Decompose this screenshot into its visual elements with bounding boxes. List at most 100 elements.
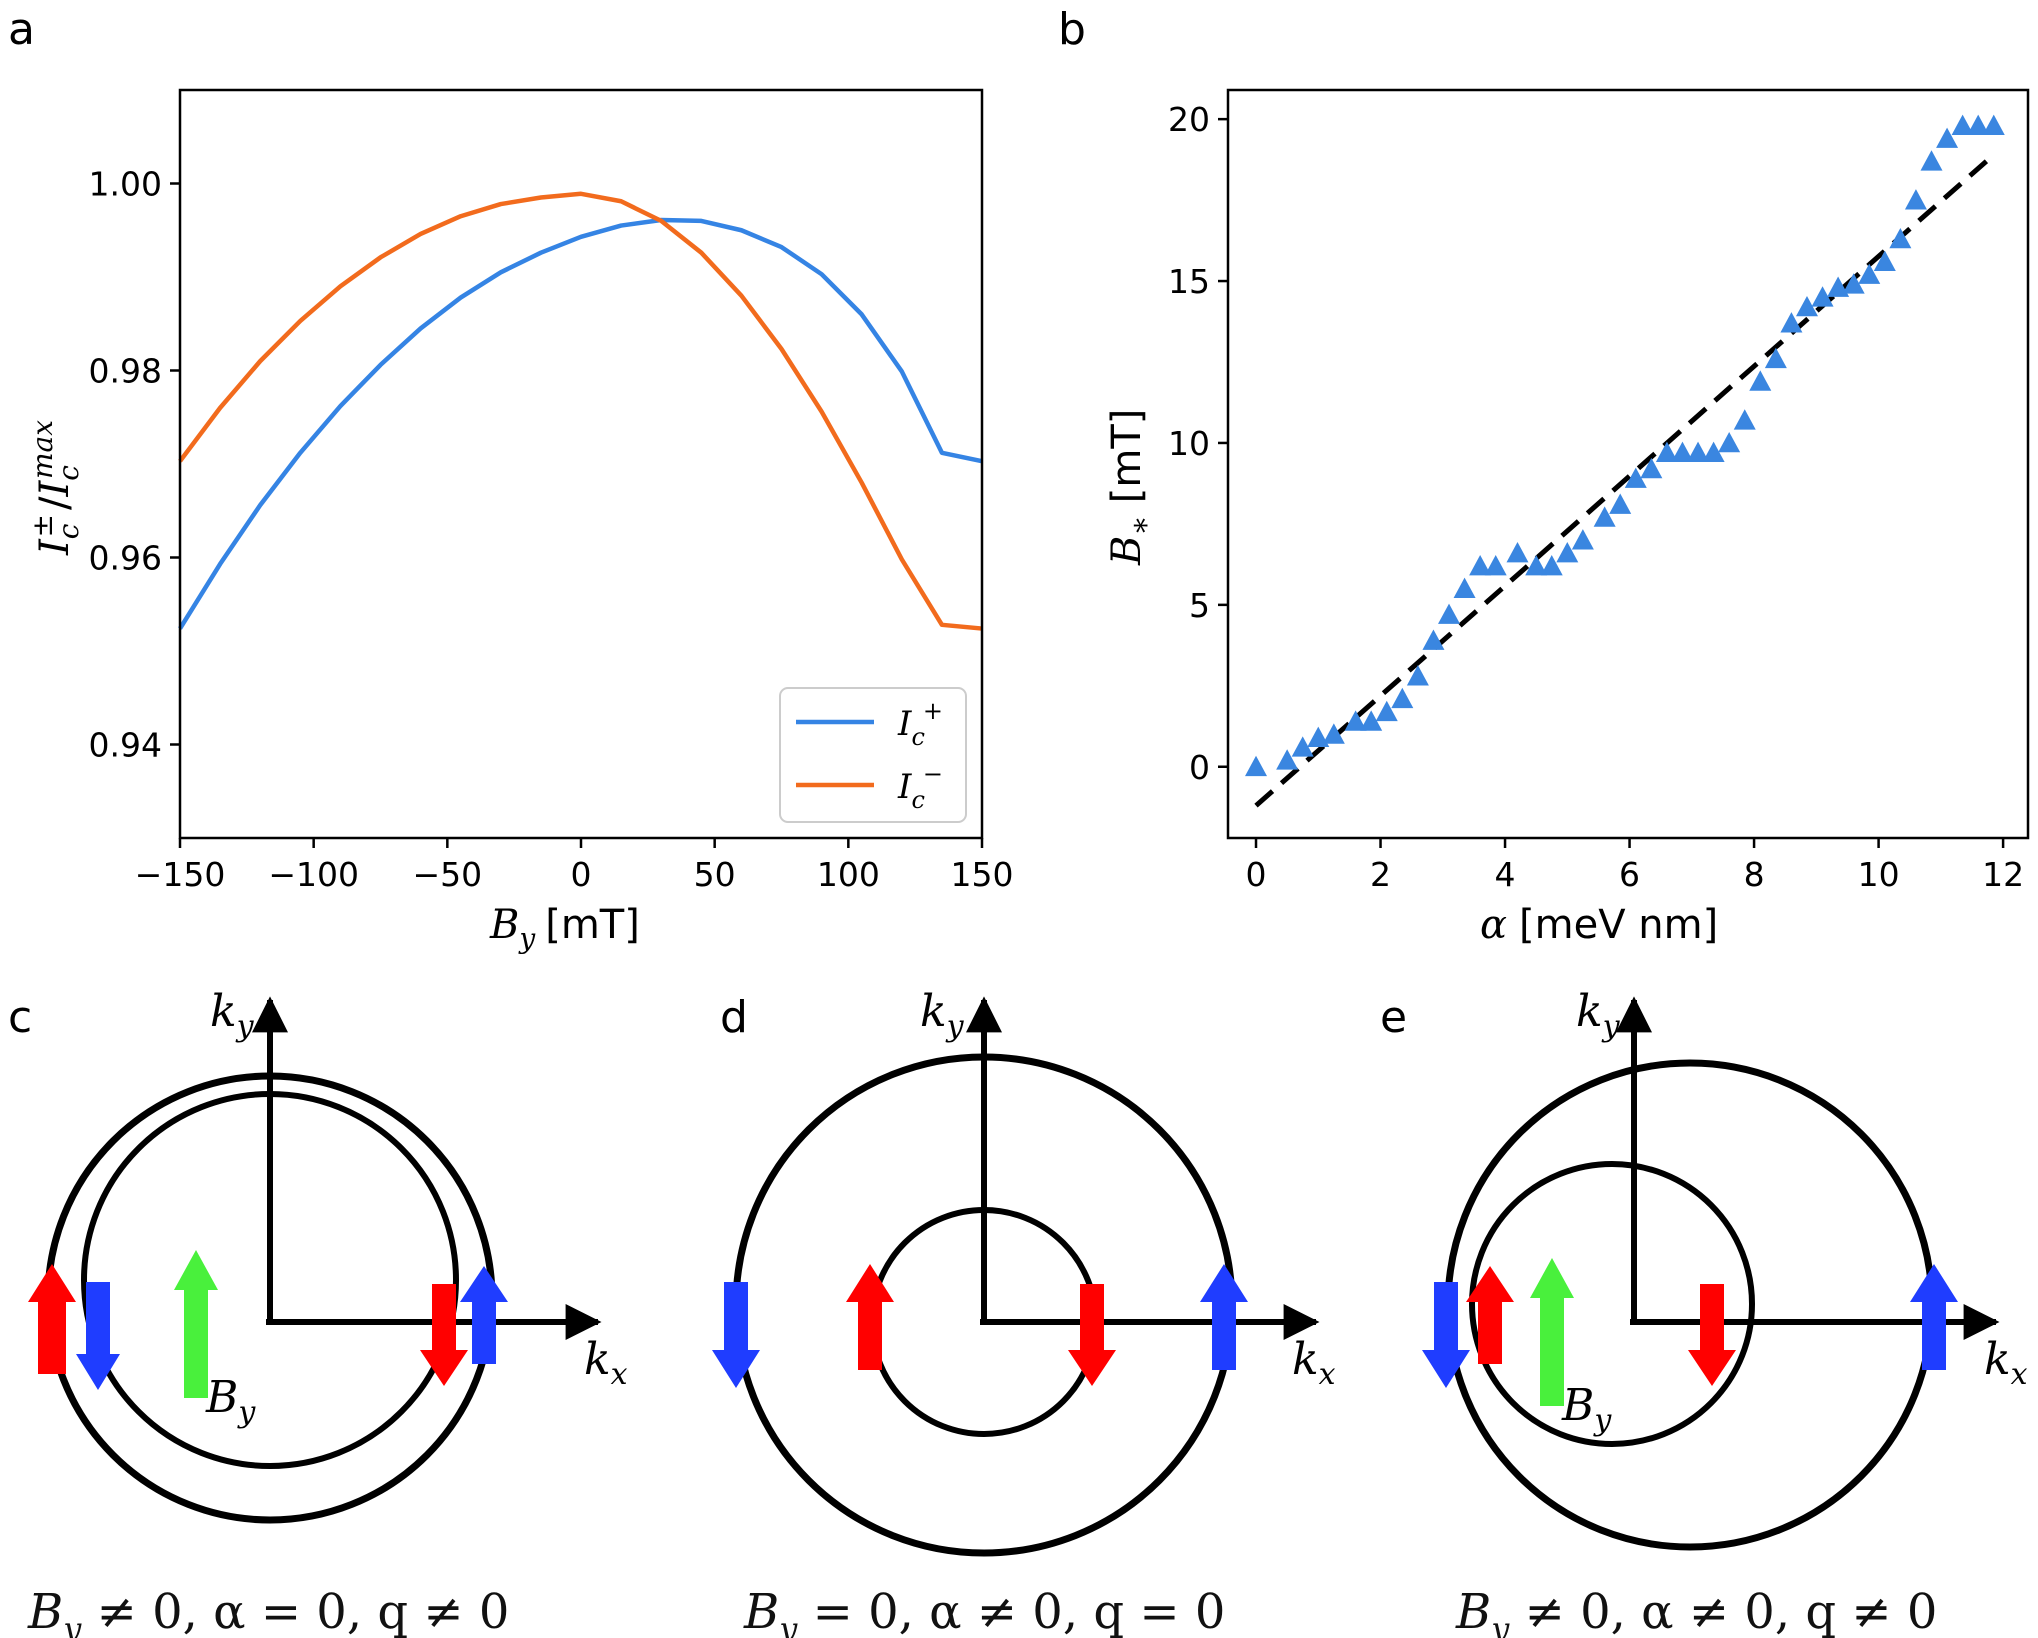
kx-label: kx — [1984, 1334, 2028, 1392]
spin-arrow-down-red — [420, 1284, 468, 1386]
ky-label: ky — [1576, 986, 1621, 1044]
panel-c-caption: By ≠ 0, α = 0, q ≠ 0 — [27, 1584, 509, 1638]
data-point-marker — [1827, 276, 1850, 297]
x-tick-label: 10 — [1858, 855, 1900, 894]
spin-arrow-up-red — [846, 1264, 894, 1370]
series-line-ic-minus — [178, 191, 983, 631]
data-point-marker — [1438, 603, 1461, 624]
y-tick-label: 1.00 — [89, 165, 162, 204]
data-point-marker — [1702, 441, 1725, 463]
panel-b-fit-line — [1254, 152, 1996, 808]
data-point-marker — [1525, 555, 1548, 576]
panel-b-label: b — [1058, 4, 1086, 55]
x-tick-label: 150 — [951, 855, 1014, 894]
data-point-marker — [1733, 409, 1756, 430]
data-point-marker — [1873, 250, 1896, 271]
spin-arrow-down-blue — [1422, 1282, 1470, 1388]
outer-fermi-circle — [1444, 1059, 1936, 1551]
inner-fermi-circle — [1469, 1161, 1755, 1447]
panel-b-axes-frame — [1226, 88, 2030, 840]
spin-arrow-down-red — [1688, 1284, 1736, 1386]
data-point-marker — [1506, 542, 1529, 563]
y-tick-label: 0.94 — [89, 726, 162, 765]
data-point-marker — [1795, 295, 1818, 317]
data-point-marker — [1920, 150, 1943, 171]
data-point-marker — [1276, 749, 1299, 770]
panel-b-ylabel: B∗[mT] — [1104, 409, 1158, 566]
data-point-marker — [1609, 493, 1632, 514]
panel-b-xlabel: α [meV nm] — [1480, 902, 1718, 948]
data-point-marker — [1749, 370, 1772, 391]
x-tick-label: 8 — [1744, 855, 1765, 894]
data-point-marker — [1718, 431, 1741, 453]
data-point-marker — [1764, 347, 1787, 369]
data-point-marker — [1360, 710, 1383, 731]
panel-b-ticks: 0 2 4 6 8 10 12 0 5 10 15 20 — [1168, 100, 2024, 894]
spin-arrow-down-red — [1068, 1284, 1116, 1386]
y-tick-label: 0 — [1189, 748, 1210, 787]
b-field-arrow-green — [1530, 1258, 1574, 1406]
x-tick-label: −50 — [413, 855, 483, 894]
panel-a-axes-frame — [178, 88, 984, 840]
spin-arrow-down-blue — [712, 1282, 760, 1388]
panel-e: e ky kx By By ≠ 0, α ≠ 0, q ≠ 0 — [1380, 986, 2028, 1638]
data-point-marker — [1406, 665, 1429, 686]
data-point-marker — [1640, 457, 1663, 479]
x-tick-label: 0 — [571, 855, 592, 894]
data-point-marker — [1391, 687, 1414, 709]
x-tick-label: 50 — [694, 855, 736, 894]
data-point-marker — [1624, 467, 1647, 488]
y-tick-label: 0.96 — [89, 539, 162, 578]
data-point-marker — [1951, 114, 1974, 135]
panel-d: d ky kx By = 0, α ≠ 0, q = 0 — [712, 986, 1336, 1638]
data-point-marker — [1858, 263, 1881, 284]
y-tick-label: 15 — [1168, 262, 1210, 301]
data-point-marker — [1967, 114, 1990, 135]
spin-arrow-up-blue — [460, 1266, 508, 1364]
data-point-marker — [1556, 542, 1579, 563]
spin-arrow-down-blue — [76, 1282, 120, 1390]
x-tick-label: 0 — [1246, 855, 1267, 894]
data-point-marker — [1375, 700, 1398, 722]
y-tick-label: 5 — [1189, 586, 1210, 625]
data-point-marker — [1291, 736, 1314, 757]
by-label: By — [1561, 1380, 1612, 1438]
data-point-marker — [1671, 441, 1694, 463]
by-label: By — [205, 1372, 256, 1430]
spin-arrow-up-red — [28, 1264, 76, 1374]
panel-d-label: d — [720, 992, 748, 1043]
linear-fit-dashed — [1254, 152, 1996, 808]
x-tick-label: 2 — [1370, 855, 1391, 894]
x-tick-label: 100 — [817, 855, 880, 894]
data-point-marker — [1540, 555, 1563, 576]
y-tick-label: 20 — [1168, 100, 1210, 139]
panel-a-label: a — [8, 4, 35, 55]
x-tick-label: 4 — [1495, 855, 1516, 894]
panel-e-label: e — [1380, 992, 1407, 1043]
panel-a-ticks: −150 −100 −50 0 50 100 150 0.94 0.96 0.98 1.00 — [89, 165, 1014, 895]
svg-text:Ic±/Icmax: Ic±/Icmax — [26, 420, 85, 556]
legend-label-ic-plus: Ic+ — [897, 697, 943, 751]
data-point-marker — [1422, 629, 1445, 650]
x-tick-label: 12 — [1982, 855, 2024, 894]
data-point-marker — [1936, 127, 1959, 148]
panel-a-xlabel: By [mT] — [489, 902, 640, 955]
data-point-marker — [1889, 227, 1912, 249]
panel-a-ylabel: Ic±/Icmax — [26, 420, 85, 556]
b-field-arrow-green — [174, 1250, 218, 1398]
panel-b-markers — [1245, 114, 2005, 777]
spin-arrow-up-blue — [1910, 1264, 1958, 1370]
data-point-marker — [1982, 114, 2005, 135]
data-point-marker — [1344, 710, 1367, 731]
data-point-marker — [1245, 755, 1268, 777]
data-point-marker — [1484, 555, 1507, 576]
panel-c-label: c — [8, 992, 32, 1043]
data-point-marker — [1571, 529, 1594, 550]
data-point-marker — [1904, 189, 1927, 210]
series-line-ic-plus — [178, 217, 983, 630]
data-point-marker — [1687, 441, 1710, 463]
y-tick-label: 10 — [1168, 424, 1210, 463]
panel-a-series — [178, 191, 983, 631]
panel-c: c ky kx By By ≠ 0, α = 0, q ≠ 0 — [8, 986, 628, 1638]
